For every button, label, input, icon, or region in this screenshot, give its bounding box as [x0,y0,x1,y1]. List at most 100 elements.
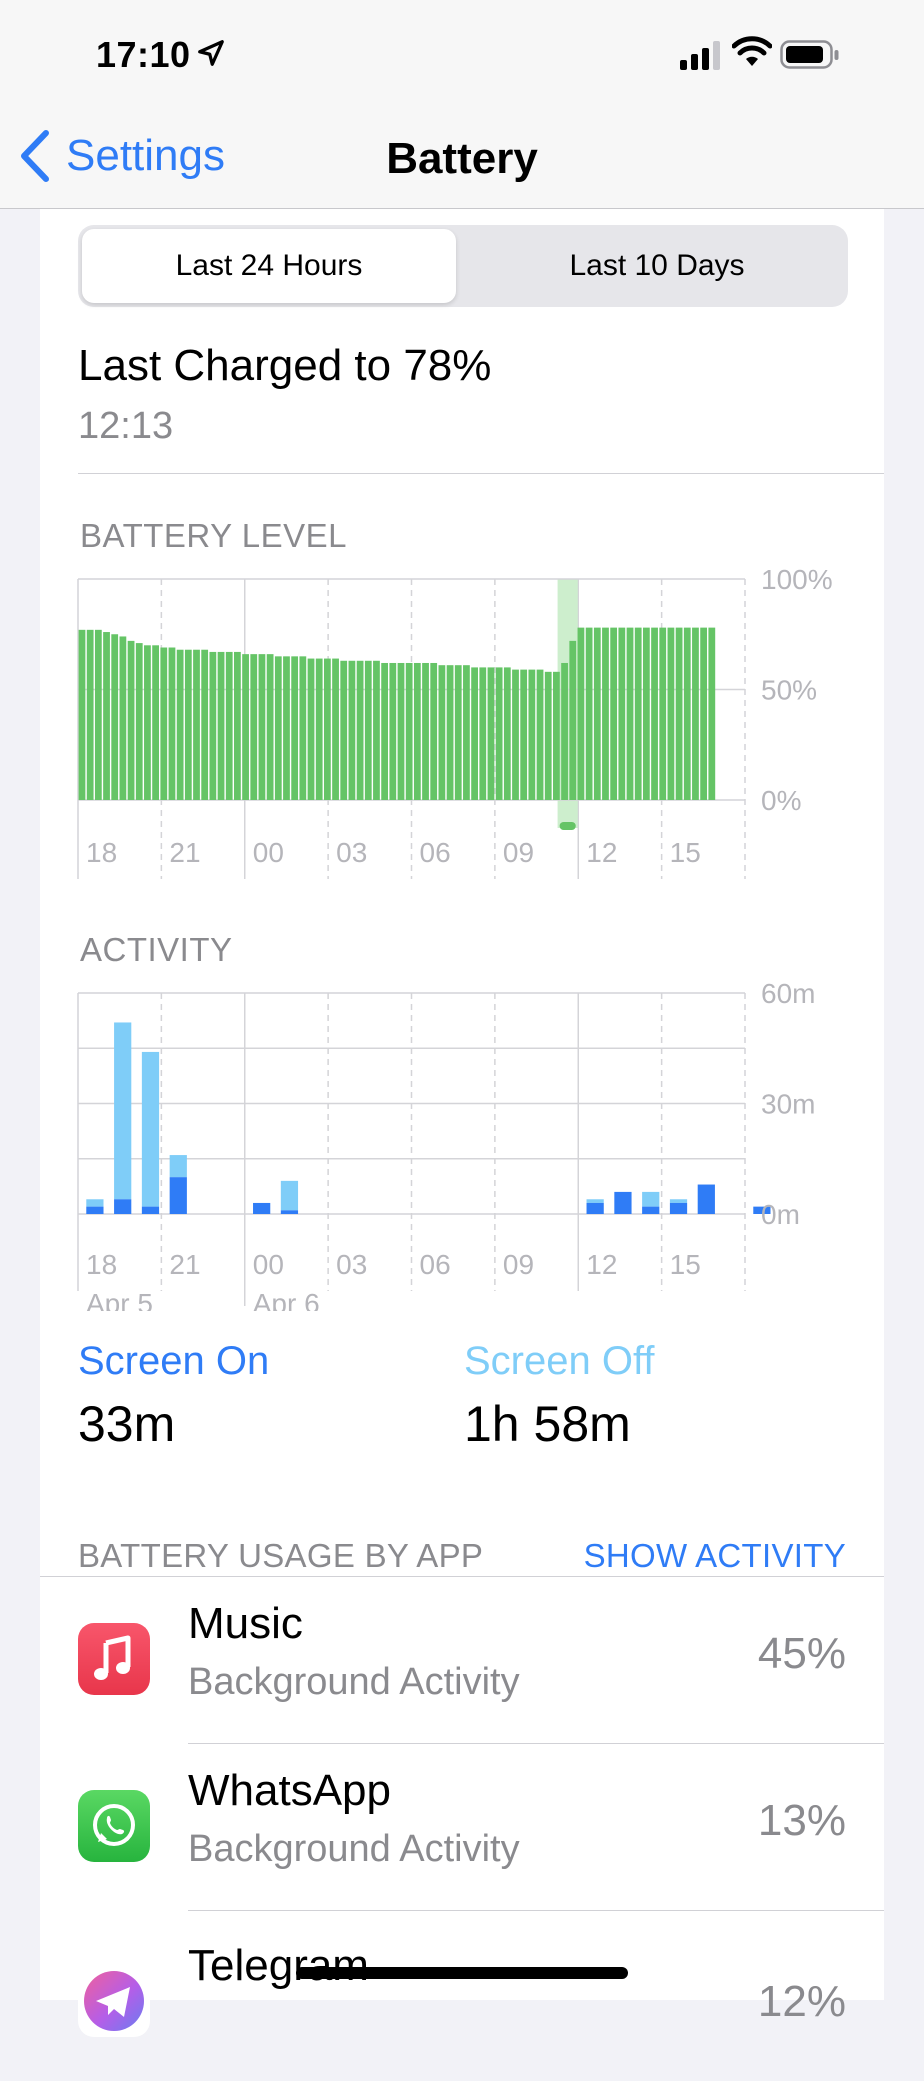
battery-bar [348,660,356,800]
battery-bar [258,654,266,800]
battery-bar [242,654,249,800]
x-tick-label: 03 [336,837,367,868]
x-tick-label: 18 [86,837,117,868]
x-tick-label: 21 [169,837,200,868]
battery-bar [503,667,511,800]
x-tick-label: 15 [670,1249,701,1280]
app-name: Telegram [188,1941,369,1990]
activity-title: ACTIVITY [80,931,233,968]
battery-bar [708,627,716,800]
battery-bar [152,645,159,800]
battery-bar [299,656,307,800]
battery-bar [405,662,413,800]
x-tick-label: 09 [503,1249,534,1280]
divider [78,473,884,474]
date-label: Apr 6 [253,1288,320,1311]
battery-bar [389,662,397,800]
x-tick-label: 06 [420,837,451,868]
battery-bar [454,665,462,800]
battery-bar [544,671,552,800]
battery-bar [553,671,560,800]
battery-level-title: BATTERY LEVEL [80,517,347,554]
back-button[interactable]: Settings [18,126,225,186]
activity-chart: 60m 30m 0m 18 21 00 03 06 09 12 15 Apr 5 Apr 6 [77,978,815,1311]
screen-on-bar [614,1191,632,1214]
battery-bar [315,658,323,800]
battery-bar [422,662,429,800]
show-activity-button[interactable]: SHOW ACTIVITY [583,1537,846,1574]
battery-bar [397,662,405,800]
battery-bar [144,645,151,800]
screen-off-bar [169,1155,187,1178]
screen-off-bar [669,1199,688,1203]
battery-bar [168,647,176,800]
battery-bar [217,651,225,800]
battery-bar [634,627,642,800]
battery-bar [250,654,258,800]
battery-card: Last 24 Hours Last 10 Days Last Charged … [40,209,884,2037]
battery-bar [626,627,634,800]
battery-icon [780,40,839,69]
battery-bar [471,667,478,800]
battery-bar [225,651,233,800]
screen-off-value: 1h 58m [464,1396,631,1452]
date-label: Apr 5 [86,1288,153,1311]
battery-bar [520,669,528,800]
screen-off-legend: Screen Off [464,1339,655,1383]
status-bar: 17:10 [0,0,924,110]
app-row-music[interactable]: Music Background Activity 45% [40,1579,884,1747]
x-tick-label: 12 [586,837,617,868]
battery-bar [569,640,577,800]
screen-on-bar [86,1206,104,1214]
location-arrow-icon [198,40,224,66]
battery-bar [692,627,699,800]
battery-bar [659,627,667,800]
screen-on-bar [280,1210,299,1214]
screen-off-bar [86,1199,104,1207]
battery-bar [111,634,119,800]
x-tick-label: 00 [253,837,284,868]
battery-bar [438,665,446,800]
screen-on-bar [753,1206,771,1214]
telegram-icon [78,1965,150,2037]
battery-bar [103,632,110,800]
screen-on-bar [253,1202,271,1214]
app-name: WhatsApp [188,1766,391,1815]
last-charged-label: Last Charged to 78% [78,341,492,390]
home-indicator[interactable] [296,1967,628,1979]
app-row-telegram[interactable]: Telegram 12% [40,1913,884,2081]
y-tick-label: 50% [761,675,817,706]
screen-off-bar [280,1180,299,1211]
battery-bar [651,627,658,800]
app-row-whatsapp[interactable]: WhatsApp Background Activity 13% [40,1746,884,1914]
battery-usage-heading: BATTERY USAGE BY APP [78,1537,484,1574]
battery-bar [94,629,102,800]
x-tick-label: 15 [670,837,701,868]
screen-on-bar [669,1202,688,1214]
battery-bar [135,643,143,800]
battery-bar [463,665,470,800]
battery-bar [593,627,601,800]
screen-off-bar [586,1199,604,1203]
battery-level-chart: 100% 50% 0% 18 21 00 03 06 09 12 15 [77,564,833,879]
battery-bar [512,669,519,800]
page-title: Battery [386,134,538,183]
battery-bar [561,662,568,800]
battery-bar [487,667,495,800]
battery-bar [700,627,708,800]
app-subtitle: Background Activity [188,1828,520,1870]
navigation-bar: Settings Battery [0,110,924,209]
battery-bar [274,656,282,800]
segment-last-10-days[interactable]: Last 10 Days [569,249,745,282]
battery-bar [283,656,290,800]
battery-bar [340,660,348,800]
screen-on-value: 33m [78,1396,176,1452]
cellular-signal-icon [680,41,720,70]
charging-marker [559,822,576,830]
status-time: 17:10 [96,34,191,75]
screen-off-bar [141,1051,160,1207]
battery-bar [446,665,454,800]
battery-bar [119,636,127,800]
segment-last-24-hours[interactable]: Last 24 Hours [82,229,456,303]
y-tick-label: 60m [761,978,815,1009]
